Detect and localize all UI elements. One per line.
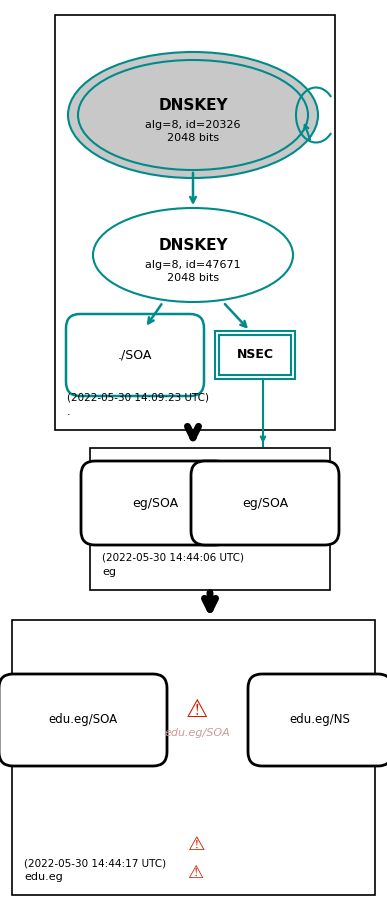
Text: 2048 bits: 2048 bits <box>167 133 219 143</box>
Ellipse shape <box>68 52 318 178</box>
Text: ⚠: ⚠ <box>188 835 206 855</box>
Ellipse shape <box>78 60 308 170</box>
Text: ⚠: ⚠ <box>187 864 203 882</box>
Text: .: . <box>67 407 70 417</box>
Text: alg=8, id=47671: alg=8, id=47671 <box>145 260 241 270</box>
Text: ./SOA: ./SOA <box>118 348 152 362</box>
Text: edu.eg/NS: edu.eg/NS <box>289 714 351 727</box>
Ellipse shape <box>93 208 293 302</box>
Text: alg=8, id=20326: alg=8, id=20326 <box>145 120 241 130</box>
FancyBboxPatch shape <box>248 674 387 766</box>
FancyBboxPatch shape <box>81 461 229 545</box>
Text: edu.eg/SOA: edu.eg/SOA <box>48 714 118 727</box>
Text: edu.eg/SOA: edu.eg/SOA <box>164 728 230 738</box>
Text: DNSKEY: DNSKEY <box>158 98 228 112</box>
Bar <box>12 620 375 895</box>
Bar <box>55 15 335 430</box>
Text: (2022-05-30 14:44:06 UTC): (2022-05-30 14:44:06 UTC) <box>102 553 244 563</box>
FancyBboxPatch shape <box>191 461 339 545</box>
FancyBboxPatch shape <box>0 674 167 766</box>
Text: DNSKEY: DNSKEY <box>158 238 228 252</box>
Text: eg/SOA: eg/SOA <box>242 496 288 509</box>
Text: NSEC: NSEC <box>236 348 274 362</box>
Text: eg/SOA: eg/SOA <box>132 496 178 509</box>
Bar <box>215 331 295 379</box>
Text: (2022-05-30 14:09:23 UTC): (2022-05-30 14:09:23 UTC) <box>67 393 209 403</box>
Bar <box>219 335 291 375</box>
Text: edu.eg: edu.eg <box>24 872 63 882</box>
Text: eg: eg <box>102 567 116 577</box>
FancyBboxPatch shape <box>66 314 204 396</box>
Text: (2022-05-30 14:44:17 UTC): (2022-05-30 14:44:17 UTC) <box>24 858 166 868</box>
Bar <box>90 448 330 590</box>
Text: 2048 bits: 2048 bits <box>167 273 219 283</box>
Text: ⚠: ⚠ <box>186 698 208 722</box>
